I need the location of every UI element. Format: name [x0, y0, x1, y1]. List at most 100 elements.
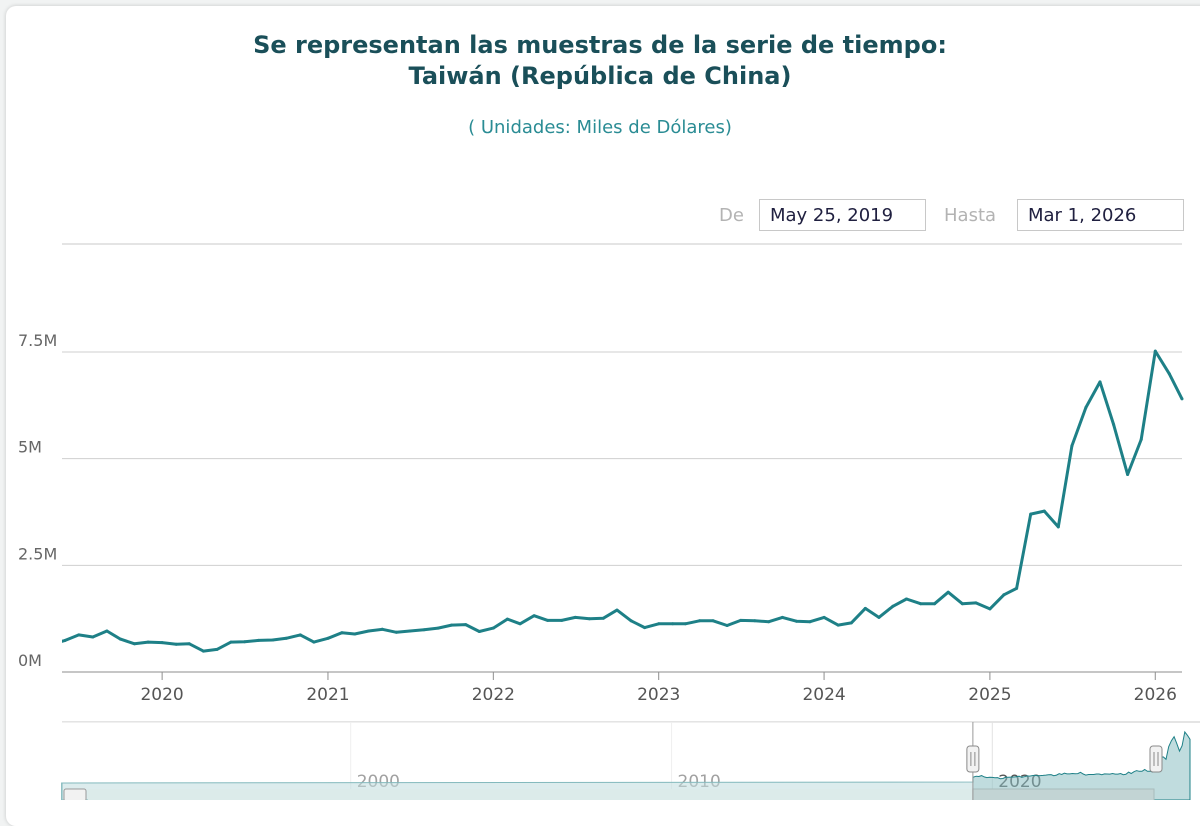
data-point: [271, 638, 275, 642]
data-point: [643, 626, 647, 630]
data-point: [794, 619, 798, 623]
navigator-mask-left: [62, 722, 973, 800]
chart-subtitle: ( Unidades: Miles de Dólares): [468, 117, 732, 138]
data-point: [739, 618, 743, 622]
data-point: [683, 622, 687, 626]
data-point: [201, 649, 205, 653]
data-point: [436, 626, 440, 630]
navigator-scrollbar-thumb[interactable]: [972, 788, 1155, 800]
y-tick-label: 7.5M: [18, 331, 57, 350]
y-tick-label: 5M: [18, 438, 42, 457]
data-point: [1084, 406, 1088, 409]
data-point: [1098, 380, 1102, 384]
data-point: [573, 615, 577, 619]
chart-title: Se representan las muestras de la serie …: [0, 30, 1200, 92]
data-point: [1070, 444, 1074, 448]
x-tick-label: 2022: [472, 685, 515, 705]
data-point: [1153, 349, 1157, 353]
data-point: [780, 615, 784, 619]
data-point: [1167, 372, 1171, 376]
data-point: [933, 602, 937, 606]
data-point: [988, 607, 992, 611]
data-point: [380, 627, 384, 631]
data-point: [629, 619, 633, 623]
data-point: [1042, 509, 1046, 513]
data-point: [118, 637, 122, 641]
scrollbar-left-arrow-button[interactable]: [63, 788, 87, 800]
navigator-scrollbar-track: [88, 789, 973, 800]
data-point: [160, 641, 164, 645]
data-point: [849, 621, 853, 625]
data-point: [518, 622, 522, 626]
data-point: [450, 623, 454, 627]
data-point: [863, 606, 867, 610]
data-point: [532, 614, 536, 618]
data-point: [63, 638, 67, 642]
data-point: [711, 619, 715, 623]
from-label: De: [719, 205, 744, 226]
data-point: [340, 631, 344, 635]
data-point: [257, 638, 261, 642]
chart-title-line1: Se representan las muestras de la serie …: [253, 31, 947, 59]
data-point: [587, 617, 591, 621]
data-point: [960, 602, 964, 606]
data-point: [657, 622, 661, 626]
data-point: [491, 626, 495, 630]
navigator-handle-right[interactable]: [1149, 745, 1163, 773]
x-tick-label: 2021: [306, 685, 349, 705]
data-point: [229, 640, 233, 644]
x-tick-label: 2026: [1134, 685, 1177, 705]
to-label: Hasta: [944, 205, 997, 226]
data-point: [422, 628, 426, 632]
data-point: [919, 602, 923, 606]
data-point: [243, 640, 247, 644]
data-point: [133, 642, 136, 646]
data-point: [560, 618, 564, 622]
data-point: [1002, 593, 1006, 597]
data-point: [546, 618, 550, 622]
data-point: [91, 635, 95, 639]
navigator-handle-left[interactable]: [966, 745, 980, 773]
x-tick-label: 2020: [140, 685, 183, 705]
data-point: [367, 629, 371, 633]
data-point: [187, 642, 191, 646]
data-point: [601, 616, 605, 620]
data-point: [464, 623, 468, 627]
from-date-input[interactable]: [759, 199, 926, 231]
data-point: [477, 630, 481, 633]
data-point: [312, 640, 316, 644]
data-point: [698, 619, 701, 623]
data-point: [408, 629, 412, 633]
chart-title-line2: Taiwán (República de China): [408, 62, 792, 90]
x-tick-label: 2023: [637, 685, 680, 705]
data-point: [1112, 423, 1116, 426]
x-tick-label: 2025: [968, 685, 1011, 705]
data-point: [767, 620, 771, 624]
data-point: [1180, 397, 1184, 401]
data-point: [905, 597, 908, 601]
data-point: [808, 620, 812, 624]
data-point: [146, 640, 150, 644]
data-point: [877, 615, 881, 619]
data-point: [298, 633, 302, 637]
data-point: [753, 619, 757, 623]
data-point: [1056, 525, 1060, 529]
data-point: [62, 639, 64, 643]
data-point: [1029, 512, 1033, 516]
data-point: [822, 615, 826, 619]
data-point: [77, 633, 81, 637]
data-point: [946, 590, 950, 594]
y-tick-label: 0M: [18, 651, 42, 670]
data-point: [105, 629, 109, 633]
to-date-input[interactable]: [1017, 199, 1184, 231]
data-point: [671, 622, 675, 626]
x-tick-label: 2024: [802, 685, 845, 705]
data-point: [1139, 438, 1143, 441]
data-point: [1126, 473, 1130, 476]
data-point: [394, 630, 398, 634]
data-point: [174, 642, 178, 646]
data-point: [615, 608, 619, 612]
data-point: [891, 604, 895, 608]
data-point: [836, 623, 840, 627]
data-point: [326, 636, 330, 640]
